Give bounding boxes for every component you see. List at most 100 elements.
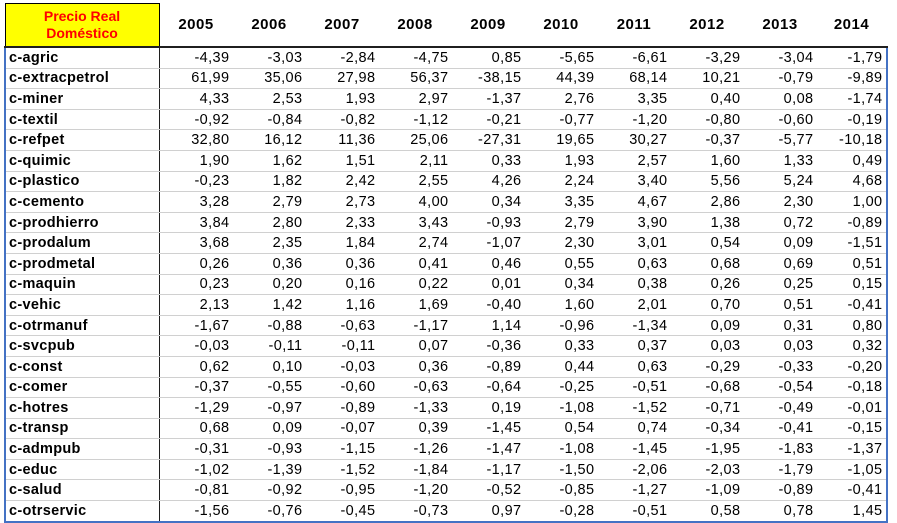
value-cell: -0,01: [816, 397, 888, 419]
value-cell: -1,51: [816, 232, 888, 254]
value-cell: 2,42: [305, 171, 379, 193]
value-cell: 0,69: [743, 253, 817, 275]
value-cell: 3,90: [597, 212, 671, 234]
value-cell: 2,01: [597, 294, 671, 316]
row-label: c-prodalum: [4, 232, 160, 254]
value-cell: -1,47: [451, 438, 525, 460]
value-cell: 0,26: [670, 274, 744, 296]
value-cell: -0,73: [378, 500, 452, 523]
year-header: 2014: [816, 3, 887, 48]
row-label: c-quimic: [4, 150, 160, 172]
value-cell: 0,36: [378, 356, 452, 378]
value-cell: -0,60: [743, 109, 817, 131]
value-cell: 3,40: [597, 171, 671, 193]
table-row: c-vehic 2,13 1,42 1,16 1,69 -0,40 1,60 2,01 0,70…: [4, 294, 888, 316]
value-cell: -1,26: [378, 438, 452, 460]
year-header: 2009: [451, 3, 525, 48]
value-cell: 0,70: [670, 294, 744, 316]
value-cell: 0,10: [232, 356, 306, 378]
value-cell: 0,80: [816, 315, 888, 337]
value-cell: -1,08: [524, 397, 598, 419]
value-cell: -1,67: [159, 315, 233, 337]
value-cell: -38,15: [451, 68, 525, 90]
value-cell: 32,80: [159, 129, 233, 151]
value-cell: 10,21: [670, 68, 744, 90]
value-cell: -5,77: [743, 129, 817, 151]
value-cell: 0,55: [524, 253, 598, 275]
value-cell: 1,42: [232, 294, 306, 316]
table-row: c-refpet 32,80 16,12 11,36 25,06 -27,31 19,65 3…: [4, 129, 888, 151]
value-cell: -0,33: [743, 356, 817, 378]
value-cell: -0,21: [451, 109, 525, 131]
value-cell: 0,01: [451, 274, 525, 296]
year-header: 2012: [670, 3, 744, 48]
table-row: c-otrmanuf -1,67 -0,88 -0,63 -1,17 1,14 -0,96-…: [4, 315, 888, 337]
value-cell: -3,04: [743, 47, 817, 69]
value-cell: -1,79: [816, 47, 888, 69]
value-cell: 0,31: [743, 315, 817, 337]
row-label: c-prodhierro: [4, 212, 160, 234]
row-label: c-miner: [4, 88, 160, 110]
value-cell: -0,37: [670, 129, 744, 151]
value-cell: 2,57: [597, 150, 671, 172]
value-cell: 0,15: [816, 274, 888, 296]
value-cell: -0,55: [232, 377, 306, 399]
value-cell: 0,25: [743, 274, 817, 296]
year-header: 2013: [743, 3, 817, 48]
value-cell: -2,03: [670, 459, 744, 481]
value-cell: 0,38: [597, 274, 671, 296]
value-cell: 0,46: [451, 253, 525, 275]
value-cell: 35,06: [232, 68, 306, 90]
year-header: 2010: [524, 3, 598, 48]
value-cell: -0,80: [670, 109, 744, 131]
value-cell: -1,05: [816, 459, 888, 481]
value-cell: -5,65: [524, 47, 598, 69]
table-header: Precio Real Doméstico 2005 2006 2007 2008 20…: [4, 3, 887, 48]
value-cell: -0,68: [670, 377, 744, 399]
value-cell: -0,89: [743, 479, 817, 502]
value-cell: 0,37: [597, 335, 671, 357]
value-cell: -1,45: [451, 418, 525, 440]
value-cell: -0,89: [451, 356, 525, 378]
corner-title-line2: Doméstico: [46, 25, 118, 41]
value-cell: 0,09: [670, 315, 744, 337]
value-cell: -0,23: [159, 171, 233, 193]
table-row: c-admpub -0,31 -0,93 -1,15 -1,26 -1,47 -1,08 -1…: [4, 438, 888, 460]
value-cell: -6,61: [597, 47, 671, 69]
value-cell: 1,51: [305, 150, 379, 172]
value-cell: 0,78: [743, 500, 817, 523]
value-cell: 0,32: [816, 335, 888, 357]
value-cell: 27,98: [305, 68, 379, 90]
value-cell: -0,11: [232, 335, 306, 357]
value-cell: 1,62: [232, 150, 306, 172]
value-cell: -1,02: [159, 459, 233, 481]
value-cell: 3,28: [159, 191, 233, 213]
value-cell: 0,20: [232, 274, 306, 296]
value-cell: -1,37: [451, 88, 525, 110]
value-cell: 1,69: [378, 294, 452, 316]
value-cell: 25,06: [378, 129, 452, 151]
value-cell: -0,31: [159, 438, 233, 460]
row-label: c-prodmetal: [4, 253, 160, 275]
value-cell: 0,68: [159, 418, 233, 440]
value-cell: 2,11: [378, 150, 452, 172]
value-cell: 0,08: [743, 88, 817, 110]
row-label: c-textil: [4, 109, 160, 131]
value-cell: 1,60: [670, 150, 744, 172]
value-cell: -0,89: [305, 397, 379, 419]
value-cell: -1,45: [597, 438, 671, 460]
value-cell: 0,39: [378, 418, 452, 440]
value-cell: -0,64: [451, 377, 525, 399]
value-cell: -0,52: [451, 479, 525, 502]
value-cell: 0,41: [378, 253, 452, 275]
value-cell: 2,30: [743, 191, 817, 213]
value-cell: -9,89: [816, 68, 888, 90]
table-row: c-otrservic -1,56 -0,76 -0,45 -0,73 0,97 -0,28…: [4, 500, 888, 523]
value-cell: -0,03: [305, 356, 379, 378]
row-label: c-admpub: [4, 438, 160, 460]
value-cell: 2,35: [232, 232, 306, 254]
value-cell: 0,85: [451, 47, 525, 69]
value-cell: 0,63: [597, 356, 671, 378]
value-cell: 0,34: [451, 191, 525, 213]
value-cell: -0,79: [743, 68, 817, 90]
